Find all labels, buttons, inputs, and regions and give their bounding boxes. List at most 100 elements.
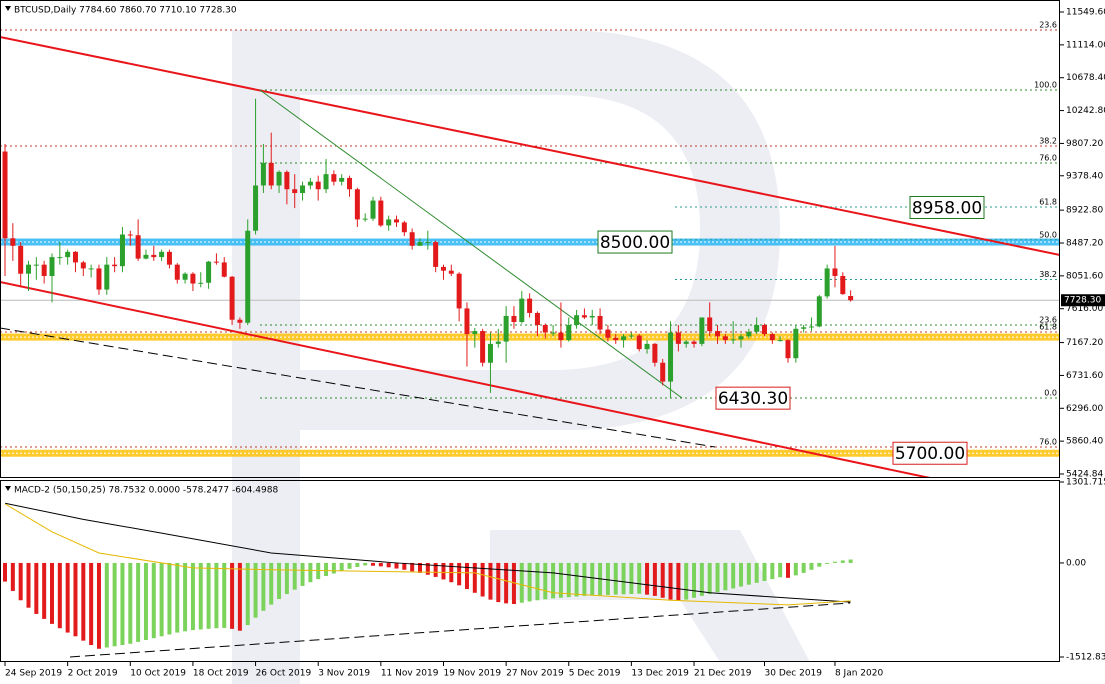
candle-body bbox=[300, 185, 306, 194]
macd-bar bbox=[801, 562, 806, 573]
macd-bar bbox=[245, 562, 250, 626]
candle-body bbox=[495, 341, 501, 344]
candle-body bbox=[785, 340, 791, 359]
price-label-box bbox=[892, 441, 968, 465]
macd-bar bbox=[778, 562, 783, 578]
macd-bar bbox=[120, 562, 125, 646]
macd-bar bbox=[543, 562, 548, 600]
candle-body bbox=[566, 325, 572, 341]
macd-bar bbox=[331, 562, 336, 574]
candle-body bbox=[699, 317, 705, 344]
macd-bar bbox=[566, 562, 571, 598]
candle-body bbox=[362, 218, 368, 220]
candle-body bbox=[597, 315, 603, 330]
macd-bar bbox=[480, 562, 485, 597]
fib-level-label: 23.6 bbox=[1039, 20, 1057, 29]
macd-bar bbox=[770, 562, 775, 580]
dashed-trend bbox=[0, 327, 716, 448]
candle-body bbox=[550, 332, 556, 334]
x-tick-label: 26 Oct 2019 bbox=[256, 669, 312, 679]
candle-body bbox=[808, 326, 814, 328]
candle-body bbox=[464, 308, 470, 335]
candle-body bbox=[519, 298, 525, 322]
fib-level-label: 100.0 bbox=[1034, 81, 1057, 90]
macd-bar bbox=[183, 562, 188, 632]
candle-body bbox=[135, 235, 141, 259]
candle-body bbox=[104, 264, 110, 290]
candle-body bbox=[253, 185, 259, 231]
fib-level-label: 0.0 bbox=[1044, 389, 1057, 398]
candle-body bbox=[347, 177, 353, 190]
macd-frame bbox=[0, 480, 1060, 662]
x-tick-label: 27 Nov 2019 bbox=[506, 669, 564, 679]
candle-body bbox=[119, 234, 125, 267]
candle-body bbox=[480, 331, 486, 363]
macd-bar bbox=[222, 562, 227, 628]
candle-body bbox=[613, 337, 619, 341]
candle-body bbox=[448, 270, 454, 274]
candle-body bbox=[166, 251, 172, 265]
macd-bar bbox=[519, 562, 524, 603]
candle-body bbox=[801, 327, 807, 329]
candle-body bbox=[315, 181, 321, 190]
candle-body bbox=[683, 341, 689, 344]
macd-bar bbox=[629, 562, 634, 595]
drawings bbox=[0, 36, 1060, 478]
macd-trend bbox=[69, 602, 851, 658]
macd-bar bbox=[832, 561, 837, 563]
macd-bar bbox=[402, 562, 407, 570]
candle-body bbox=[18, 245, 24, 274]
fib-level-label: 61.8 bbox=[1039, 198, 1057, 207]
main-frame bbox=[0, 0, 1060, 478]
candle-body bbox=[487, 343, 493, 363]
price-label-text: 8958.00 bbox=[912, 198, 982, 218]
candle-body bbox=[159, 251, 165, 258]
macd-bar bbox=[793, 562, 798, 576]
macd-bar bbox=[723, 562, 728, 591]
macd-bar bbox=[464, 562, 469, 590]
x-tick-label: 19 Nov 2019 bbox=[443, 669, 501, 679]
macd-bar bbox=[621, 562, 626, 595]
macd-bar bbox=[652, 562, 657, 596]
macd-bar bbox=[660, 562, 665, 598]
macd-bar bbox=[762, 562, 767, 581]
candle-body bbox=[190, 273, 196, 284]
candle-body bbox=[401, 222, 407, 233]
macd-bar bbox=[511, 562, 516, 604]
candle-body bbox=[715, 331, 721, 337]
macd-bar bbox=[668, 562, 673, 600]
y-tick-label: 0.00 bbox=[1066, 558, 1086, 568]
price-label-text: 6430.30 bbox=[718, 389, 788, 409]
macd-bar bbox=[300, 562, 305, 586]
macd-bar bbox=[10, 562, 15, 591]
menu-arrow[interactable] bbox=[5, 6, 11, 11]
candle-body bbox=[738, 336, 744, 340]
macd-bar bbox=[371, 562, 376, 566]
macd-bar bbox=[582, 562, 587, 596]
macd-bar bbox=[159, 562, 164, 637]
macd-bar bbox=[692, 562, 697, 598]
macd-bar bbox=[136, 562, 141, 642]
x-tick-label: 3 Nov 2019 bbox=[318, 669, 370, 679]
candle-body bbox=[80, 262, 86, 269]
candle-body bbox=[652, 343, 658, 363]
macd-bar bbox=[848, 559, 853, 563]
macd-bar bbox=[746, 562, 751, 585]
fib-level-label: 23.6 bbox=[1039, 316, 1057, 325]
macd-bar bbox=[613, 562, 618, 595]
candle-body bbox=[440, 266, 446, 271]
macd-bar bbox=[206, 562, 211, 629]
macd-bar bbox=[355, 562, 360, 567]
macd-bar bbox=[324, 562, 329, 576]
channel-upper bbox=[0, 36, 1060, 256]
price-label-box bbox=[715, 386, 791, 410]
candle-body bbox=[777, 340, 783, 342]
price-label-box bbox=[909, 195, 985, 219]
candle-body bbox=[722, 336, 728, 341]
y-tick-label: 5860.40 bbox=[1066, 437, 1103, 447]
macd-bar bbox=[42, 562, 47, 619]
candle-body bbox=[198, 282, 204, 284]
macd-bar bbox=[825, 562, 830, 564]
menu-arrow[interactable] bbox=[5, 486, 11, 491]
